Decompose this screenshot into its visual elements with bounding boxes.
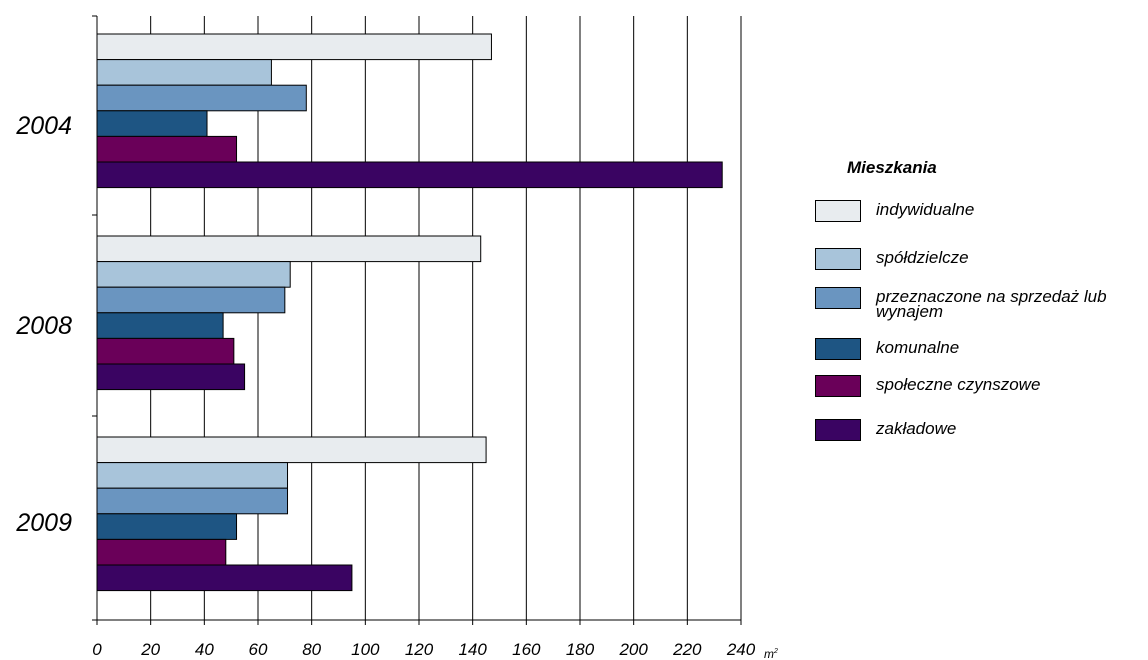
legend-label: przeznaczone na sprzedaż lub wynajem [876, 287, 1107, 321]
x-tick-label: 100 [351, 640, 380, 659]
x-tick-label: 20 [140, 640, 160, 659]
bar-2009-4 [96, 513, 238, 540]
legend-swatch [815, 419, 861, 441]
legend-item: spółdzielcze [812, 248, 1148, 288]
legend-item: komunalne [812, 338, 1148, 378]
bar-2004-6 [96, 161, 723, 189]
legend-swatch [815, 248, 861, 270]
legend-label: indywidualne [876, 200, 975, 219]
legend-swatch [815, 200, 861, 222]
bar-2008-1 [96, 235, 482, 263]
x-unit-label: m2 [764, 647, 778, 660]
bar-2009-5 [96, 538, 227, 566]
x-tick-label: 120 [405, 640, 434, 659]
bar-2008-3 [96, 286, 286, 314]
unit-superscript: 2 [773, 648, 778, 655]
x-tick-label: 140 [458, 640, 487, 659]
legend-item: przeznaczone na sprzedaż lub wynajem [812, 287, 1148, 327]
legend-label: zakładowe [876, 419, 957, 438]
bar-2009-2 [96, 462, 289, 489]
x-tick-label: 80 [302, 640, 321, 659]
bar-2004-1 [96, 33, 492, 61]
category-label: 2004 [15, 112, 72, 140]
bar-2008-4 [96, 312, 224, 339]
x-tick-labels: 0 20 40 60 80 100 120 140 160 180 200 220 240 [92, 640, 755, 659]
axes [92, 15, 742, 625]
x-tick-label: 180 [566, 640, 595, 659]
x-tick-label: 60 [249, 640, 268, 659]
bar-2008-5 [96, 337, 235, 365]
legend-swatch [815, 287, 861, 309]
legend-swatch [815, 375, 861, 397]
x-tick-label: 40 [195, 640, 214, 659]
bar-2004-2 [96, 59, 272, 86]
legend-title: Mieszkania [847, 158, 937, 177]
legend-item: społeczne czynszowe [812, 375, 1148, 415]
category-labels: 2004 2008 2009 [15, 112, 72, 537]
x-tick-label: 240 [726, 640, 756, 659]
bar-2004-3 [96, 84, 307, 112]
bar-2004-5 [96, 135, 238, 163]
category-label: 2009 [15, 509, 72, 537]
bar-2008-6 [96, 363, 246, 391]
x-tick-label: 0 [92, 640, 102, 659]
bar-2009-6 [96, 564, 353, 592]
legend-swatch [815, 338, 861, 360]
legend-item: indywidualne [812, 200, 1148, 240]
legend-item: zakładowe [812, 419, 1148, 459]
legend-label: komunalne [876, 338, 960, 357]
legend-label: spółdzielcze [876, 248, 969, 267]
category-label: 2008 [15, 312, 72, 340]
bar-2008-2 [96, 261, 291, 288]
x-tick-label: 160 [512, 640, 541, 659]
bar-2009-1 [96, 436, 487, 464]
bars [96, 33, 723, 592]
legend-label: społeczne czynszowe [876, 375, 1041, 394]
bar-2009-3 [96, 487, 289, 515]
bar-2004-4 [96, 110, 208, 137]
x-tick-label: 200 [618, 640, 648, 659]
x-tick-label: 220 [672, 640, 702, 659]
unit-base: m [764, 647, 774, 660]
